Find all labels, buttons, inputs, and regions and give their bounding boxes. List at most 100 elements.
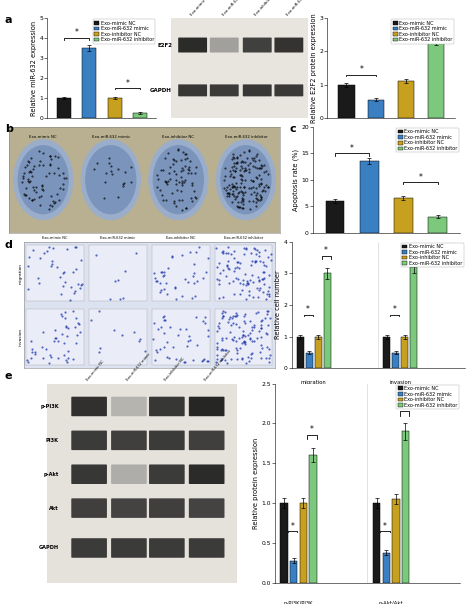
- FancyBboxPatch shape: [215, 309, 273, 365]
- Circle shape: [14, 140, 73, 220]
- Text: *: *: [392, 305, 397, 314]
- Text: Exo-miR-632 mimic: Exo-miR-632 mimic: [126, 352, 152, 382]
- FancyBboxPatch shape: [111, 397, 147, 416]
- FancyBboxPatch shape: [149, 538, 185, 557]
- Circle shape: [81, 140, 140, 220]
- Text: *: *: [359, 65, 363, 74]
- FancyBboxPatch shape: [111, 538, 147, 557]
- Text: *: *: [419, 173, 422, 182]
- FancyBboxPatch shape: [71, 464, 107, 484]
- FancyBboxPatch shape: [215, 245, 273, 301]
- FancyBboxPatch shape: [111, 498, 147, 518]
- Bar: [324, 273, 330, 368]
- Text: Exo-miR-632 inhibitor: Exo-miR-632 inhibitor: [225, 135, 267, 139]
- Bar: [392, 499, 400, 583]
- Text: *: *: [291, 522, 295, 531]
- FancyBboxPatch shape: [149, 498, 185, 518]
- Text: Exo-inhibitor NC: Exo-inhibitor NC: [162, 135, 194, 139]
- Legend: Exo-mimic NC, Exo-miR-632 mimic, Exo-inhibitor NC, Exo-miR-632 inhibitor: Exo-mimic NC, Exo-miR-632 mimic, Exo-inh…: [396, 385, 459, 409]
- FancyBboxPatch shape: [89, 309, 147, 365]
- Text: Exo-inhibitor NC: Exo-inhibitor NC: [164, 356, 186, 382]
- Text: *: *: [350, 144, 354, 153]
- Text: invasion: invasion: [18, 327, 22, 346]
- Bar: [428, 41, 444, 118]
- Bar: [410, 267, 417, 368]
- Bar: [383, 337, 390, 368]
- FancyBboxPatch shape: [189, 464, 225, 484]
- FancyBboxPatch shape: [210, 85, 239, 97]
- FancyBboxPatch shape: [274, 37, 303, 53]
- Text: Exo-miR-632 inhibitor: Exo-miR-632 inhibitor: [204, 349, 232, 382]
- Bar: [360, 161, 379, 233]
- Circle shape: [85, 145, 137, 214]
- Text: *: *: [324, 246, 328, 255]
- Bar: [383, 553, 390, 583]
- Text: *: *: [310, 425, 314, 434]
- Legend: Exo-mimic NC, Exo-miR-632 mimic, Exo-inhibitor NC, Exo-miR-632 inhibitor: Exo-mimic NC, Exo-miR-632 mimic, Exo-inh…: [93, 19, 155, 43]
- Bar: [392, 353, 399, 368]
- Text: *: *: [383, 522, 387, 531]
- Bar: [401, 337, 408, 368]
- Y-axis label: Relative E2F2 protein expression: Relative E2F2 protein expression: [311, 13, 317, 123]
- Legend: Exo-mimic NC, Exo-miR-632 mimic, Exo-inhibitor NC, Exo-miR-632 inhibitor: Exo-mimic NC, Exo-miR-632 mimic, Exo-inh…: [392, 19, 454, 43]
- Text: invasion: invasion: [389, 381, 411, 385]
- Text: *: *: [74, 28, 79, 37]
- Text: e: e: [5, 371, 12, 382]
- FancyBboxPatch shape: [210, 37, 239, 53]
- Bar: [290, 561, 298, 583]
- Circle shape: [153, 145, 204, 214]
- FancyBboxPatch shape: [26, 245, 84, 301]
- FancyBboxPatch shape: [89, 245, 147, 301]
- Text: Exo-miR-632 inhibitor: Exo-miR-632 inhibitor: [224, 236, 263, 240]
- Text: migration: migration: [301, 381, 327, 385]
- Text: Exo-inhibitor NC: Exo-inhibitor NC: [166, 236, 195, 240]
- Text: c: c: [289, 124, 296, 134]
- Text: Exo-miR-632 inhibitor: Exo-miR-632 inhibitor: [286, 0, 318, 17]
- Text: *: *: [419, 20, 423, 29]
- Text: p-PI3K: p-PI3K: [40, 404, 59, 409]
- Bar: [310, 455, 317, 583]
- Circle shape: [220, 145, 272, 214]
- FancyBboxPatch shape: [243, 37, 272, 53]
- Y-axis label: Relative cell number: Relative cell number: [275, 271, 282, 339]
- FancyBboxPatch shape: [152, 245, 210, 301]
- FancyBboxPatch shape: [178, 37, 207, 53]
- FancyBboxPatch shape: [111, 464, 147, 484]
- FancyBboxPatch shape: [149, 397, 185, 416]
- Bar: [373, 503, 380, 583]
- Bar: [338, 85, 355, 118]
- Text: E2F2: E2F2: [157, 42, 172, 48]
- Legend: Exo-mimic NC, Exo-miR-632 mimic, Exo-inhibitor NC, Exo-miR-632 inhibitor: Exo-mimic NC, Exo-miR-632 mimic, Exo-inh…: [401, 243, 464, 267]
- Text: Exo-mimic NC: Exo-mimic NC: [42, 236, 68, 240]
- Bar: [300, 503, 307, 583]
- Bar: [57, 98, 71, 118]
- Text: Akt: Akt: [49, 506, 59, 510]
- FancyBboxPatch shape: [243, 85, 272, 97]
- Bar: [133, 113, 147, 118]
- Text: GAPDH: GAPDH: [39, 545, 59, 550]
- Text: PI3K: PI3K: [46, 438, 59, 443]
- Text: Exo-mimic NC: Exo-mimic NC: [86, 359, 106, 382]
- Bar: [398, 81, 414, 118]
- FancyBboxPatch shape: [178, 85, 207, 97]
- Circle shape: [216, 140, 275, 220]
- Bar: [108, 98, 121, 118]
- Bar: [326, 201, 345, 233]
- Text: p-PI3K/PI3K: p-PI3K/PI3K: [284, 601, 313, 604]
- FancyBboxPatch shape: [189, 538, 225, 557]
- Bar: [428, 217, 447, 233]
- FancyBboxPatch shape: [189, 498, 225, 518]
- Circle shape: [18, 145, 69, 214]
- Bar: [306, 353, 313, 368]
- FancyBboxPatch shape: [189, 431, 225, 450]
- Text: b: b: [5, 124, 13, 134]
- Text: Exo-miR-632 mimic: Exo-miR-632 mimic: [221, 0, 250, 17]
- Text: GAPDH: GAPDH: [150, 88, 172, 93]
- Y-axis label: Relative protein expression: Relative protein expression: [253, 437, 259, 529]
- FancyBboxPatch shape: [149, 464, 185, 484]
- FancyBboxPatch shape: [149, 431, 185, 450]
- Text: p-Akt: p-Akt: [44, 472, 59, 477]
- Text: Exo-mimic NC: Exo-mimic NC: [190, 0, 211, 17]
- Y-axis label: Relative miR-632 expression: Relative miR-632 expression: [31, 21, 37, 115]
- FancyBboxPatch shape: [71, 397, 107, 416]
